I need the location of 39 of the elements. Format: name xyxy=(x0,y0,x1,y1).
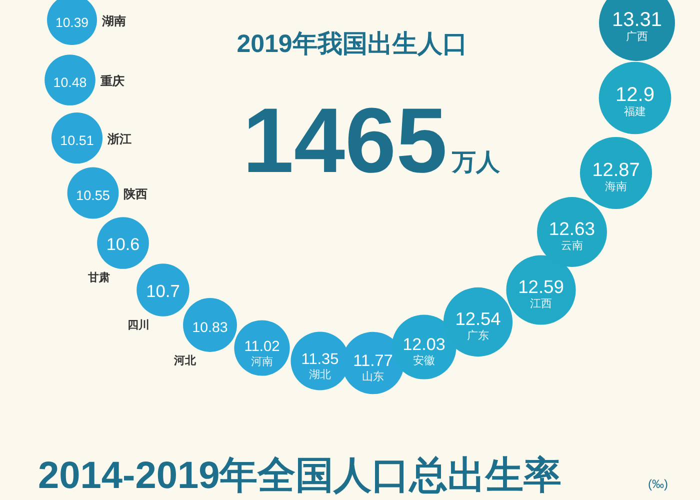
data-label: 11.35 xyxy=(301,351,339,368)
category-label: 湖南 xyxy=(101,14,126,28)
data-label: 10.83 xyxy=(192,320,228,336)
data-label: 10.51 xyxy=(60,133,94,148)
category-label: 湖北 xyxy=(309,368,331,381)
category-label: 河北 xyxy=(173,354,198,367)
text: 万人 xyxy=(451,149,501,176)
data-label: 13.31 xyxy=(612,9,662,31)
category-label: 四川 xyxy=(128,318,150,332)
category-label: 江西 xyxy=(530,298,552,310)
data-label: 12.03 xyxy=(402,335,446,354)
data-label: 10.6 xyxy=(106,235,140,254)
data-label: 11.02 xyxy=(244,339,280,355)
data-label: 10.48 xyxy=(53,75,87,90)
text: 2019年我国出生人口 xyxy=(236,30,468,58)
category-label: 陕西 xyxy=(124,187,148,201)
category-label: 安徽 xyxy=(413,354,435,367)
category-label: 云南 xyxy=(561,239,583,252)
text: 2014-2019年全国人口总出生率 xyxy=(38,454,562,497)
text: 1465 xyxy=(242,90,448,192)
data-label: 12.59 xyxy=(518,276,564,297)
data-label: 12.87 xyxy=(592,160,640,181)
data-label: 10.39 xyxy=(56,15,88,30)
category-label: 广东 xyxy=(467,329,489,342)
category-label: 甘肃 xyxy=(87,270,110,284)
data-label: 11.77 xyxy=(353,352,393,370)
category-label: 重庆 xyxy=(99,74,124,88)
category-label: 山东 xyxy=(362,370,384,383)
category-label: 浙江 xyxy=(106,132,132,146)
data-label: 12.54 xyxy=(455,309,501,329)
category-label: 海南 xyxy=(605,180,627,193)
data-label: 12.63 xyxy=(548,218,596,239)
category-label: 河南 xyxy=(251,355,273,368)
text: (‰) xyxy=(648,477,668,491)
category-label: 广西 xyxy=(626,30,648,43)
data-label: 10.7 xyxy=(146,281,180,301)
data-label: 10.55 xyxy=(76,188,110,203)
category-label: 福建 xyxy=(624,105,646,118)
data-label: 12.9 xyxy=(616,84,654,106)
